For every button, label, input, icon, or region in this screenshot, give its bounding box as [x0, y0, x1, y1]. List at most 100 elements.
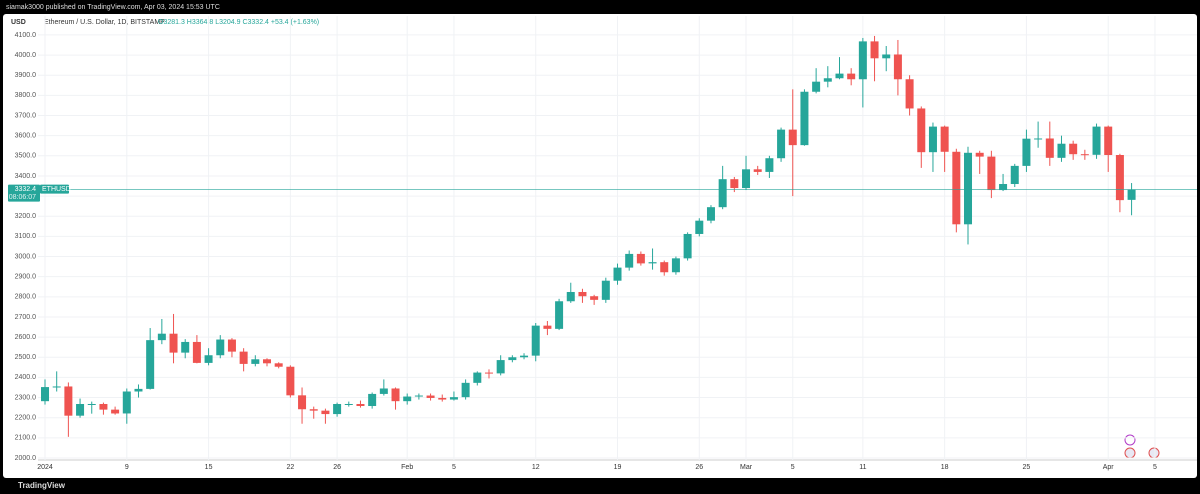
- x-tick-label: 2024: [37, 464, 53, 471]
- candle-body: [309, 409, 318, 411]
- x-tick-label: 11: [859, 464, 866, 471]
- candle-body: [952, 151, 961, 225]
- candle-body: [928, 126, 937, 153]
- candle-body: [823, 78, 832, 82]
- publisher: siamak3000 published on TradingView.com,…: [6, 4, 220, 11]
- chart-title: Ethereum / U.S. Dollar, 1D, BITSTAMP: [44, 19, 165, 26]
- candle-body: [391, 388, 400, 402]
- candle-body: [964, 152, 973, 225]
- x-tick-label: 5: [791, 464, 795, 471]
- candle-body: [192, 341, 201, 363]
- y-tick-label: 2300.0: [15, 394, 37, 401]
- candle-body: [858, 41, 867, 80]
- candle-body: [730, 179, 739, 189]
- candle-body: [753, 169, 762, 172]
- candle-body: [449, 397, 458, 400]
- candle-body: [298, 395, 307, 410]
- candle-body: [1069, 143, 1078, 155]
- candle-body: [683, 233, 692, 259]
- countdown-label: 08:06:07: [9, 194, 36, 201]
- candle-body: [1010, 165, 1019, 185]
- candle-body: [590, 296, 599, 300]
- x-tick-label: 9: [125, 464, 129, 471]
- event-icon: [1124, 434, 1136, 446]
- x-tick-label: 5: [1153, 464, 1157, 471]
- y-tick-label: 2000.0: [15, 455, 37, 462]
- y-tick-label: 3700.0: [15, 112, 37, 119]
- candle-body: [987, 156, 996, 191]
- candle-body: [204, 355, 213, 363]
- x-tick-label: Feb: [401, 464, 413, 471]
- candle-body: [122, 391, 131, 414]
- candle-body: [496, 360, 505, 374]
- candle-body: [742, 169, 751, 189]
- candle-body: [905, 79, 914, 109]
- candle-body: [41, 387, 50, 402]
- y-tick-label: 3900.0: [15, 72, 37, 79]
- candle-body: [508, 357, 517, 361]
- candle-body: [134, 388, 143, 392]
- candle-body: [111, 409, 120, 414]
- candle-body: [660, 262, 669, 273]
- y-tick-label: 3200.0: [15, 213, 37, 220]
- y-tick-label: 4000.0: [15, 52, 37, 59]
- footer-brand: TradingView: [18, 481, 66, 490]
- y-tick-label: 3800.0: [15, 92, 37, 99]
- candle-body: [1034, 138, 1043, 140]
- candle-body: [181, 341, 190, 353]
- symbol-label: ETHUSD: [42, 186, 71, 193]
- x-tick-label: 15: [205, 464, 213, 471]
- y-tick-label: 3100.0: [15, 233, 37, 240]
- candle-body: [882, 54, 891, 59]
- x-tick-label: 12: [532, 464, 540, 471]
- candle-body: [438, 397, 447, 400]
- candle-body: [1104, 126, 1113, 156]
- candle-body: [251, 359, 260, 364]
- y-tick-label: 2500.0: [15, 354, 37, 361]
- candle-body: [1115, 155, 1124, 201]
- y-tick-label: 4100.0: [15, 32, 37, 39]
- y-tick-label: 2600.0: [15, 334, 37, 341]
- candle-body: [999, 184, 1008, 191]
- candle-body: [893, 54, 902, 80]
- candle-body: [87, 403, 96, 405]
- candle-body: [636, 253, 645, 264]
- candle-body: [333, 403, 342, 415]
- candle-body: [484, 372, 493, 374]
- candle-body: [146, 340, 155, 389]
- candle-body: [706, 207, 715, 221]
- candle-body: [601, 280, 610, 300]
- last-price-label: 3332.4: [15, 186, 37, 193]
- x-tick-label: 25: [1023, 464, 1031, 471]
- last-price-box: [8, 184, 40, 202]
- candle-body: [835, 73, 844, 79]
- candle-body: [917, 108, 926, 153]
- candle-body: [426, 395, 435, 398]
- candle-body: [625, 253, 634, 268]
- y-tick-label: 2900.0: [15, 274, 37, 281]
- candle-body: [461, 382, 470, 398]
- symbol-box: [40, 184, 69, 194]
- y-tick-label: 2200.0: [15, 415, 37, 422]
- candle-body: [520, 355, 529, 358]
- candle-body: [473, 372, 482, 383]
- candle-body: [788, 129, 797, 146]
- candle-body: [613, 267, 622, 281]
- y-tick-label: 2400.0: [15, 374, 37, 381]
- candle-body: [671, 258, 680, 273]
- candle-body: [800, 91, 809, 146]
- candle-body: [52, 386, 61, 388]
- x-tick-label: 18: [941, 464, 949, 471]
- candle-body: [227, 339, 236, 352]
- candle-body: [403, 396, 412, 402]
- candle-body: [812, 81, 821, 92]
- candle-body: [847, 73, 856, 80]
- candle-body: [216, 339, 225, 356]
- x-tick-label: Mar: [740, 464, 753, 471]
- x-tick-label: 22: [286, 464, 294, 471]
- candle-body: [99, 403, 108, 410]
- x-tick-label: Apr: [1103, 464, 1115, 471]
- candle-body: [64, 386, 73, 416]
- candle-body: [718, 179, 727, 208]
- candle-body: [274, 363, 283, 367]
